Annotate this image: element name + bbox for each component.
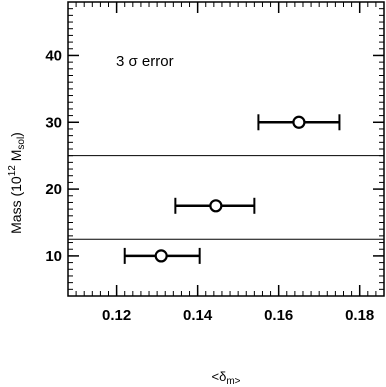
- y-tick-labels: 10 20 30 40: [45, 47, 62, 264]
- y-tick-label: 20: [45, 181, 62, 198]
- y-axis-label-main: Mass (10: [8, 176, 24, 234]
- x-tick-label: 0.16: [264, 307, 293, 324]
- annotation-text: 3 σ error: [116, 53, 174, 70]
- y-tick-label: 30: [45, 114, 62, 131]
- y-axis-label-sub: sol: [16, 137, 27, 150]
- data-point-marker: [209, 199, 223, 213]
- y-tick-label: 10: [45, 248, 62, 265]
- y-axis-label-mid: M: [8, 150, 24, 166]
- x-axis-label: <δm>: [212, 369, 241, 387]
- y-axis-label-sup: 12: [7, 165, 18, 177]
- x-tick-label: 0.14: [183, 307, 213, 324]
- x-tick-label: 0.18: [345, 307, 374, 324]
- plot-frame: [67, 1, 385, 297]
- x-axis-label-sub: m>: [226, 376, 240, 387]
- data-point-marker: [154, 249, 168, 263]
- data-point-marker: [292, 115, 306, 129]
- major-ticks: [68, 2, 384, 296]
- y-tick-label: 40: [45, 47, 62, 64]
- y-axis-label-end: ): [8, 132, 24, 137]
- x-tick-labels: 0.12 0.14 0.16 0.18: [102, 307, 374, 324]
- x-axis-label-main: <δ: [212, 369, 227, 384]
- reference-lines: [68, 155, 384, 240]
- data-points: [123, 114, 341, 264]
- y-axis-label: Mass (1012 Msol): [7, 132, 27, 234]
- x-tick-label: 0.12: [102, 307, 131, 324]
- minor-ticks: [67, 1, 385, 297]
